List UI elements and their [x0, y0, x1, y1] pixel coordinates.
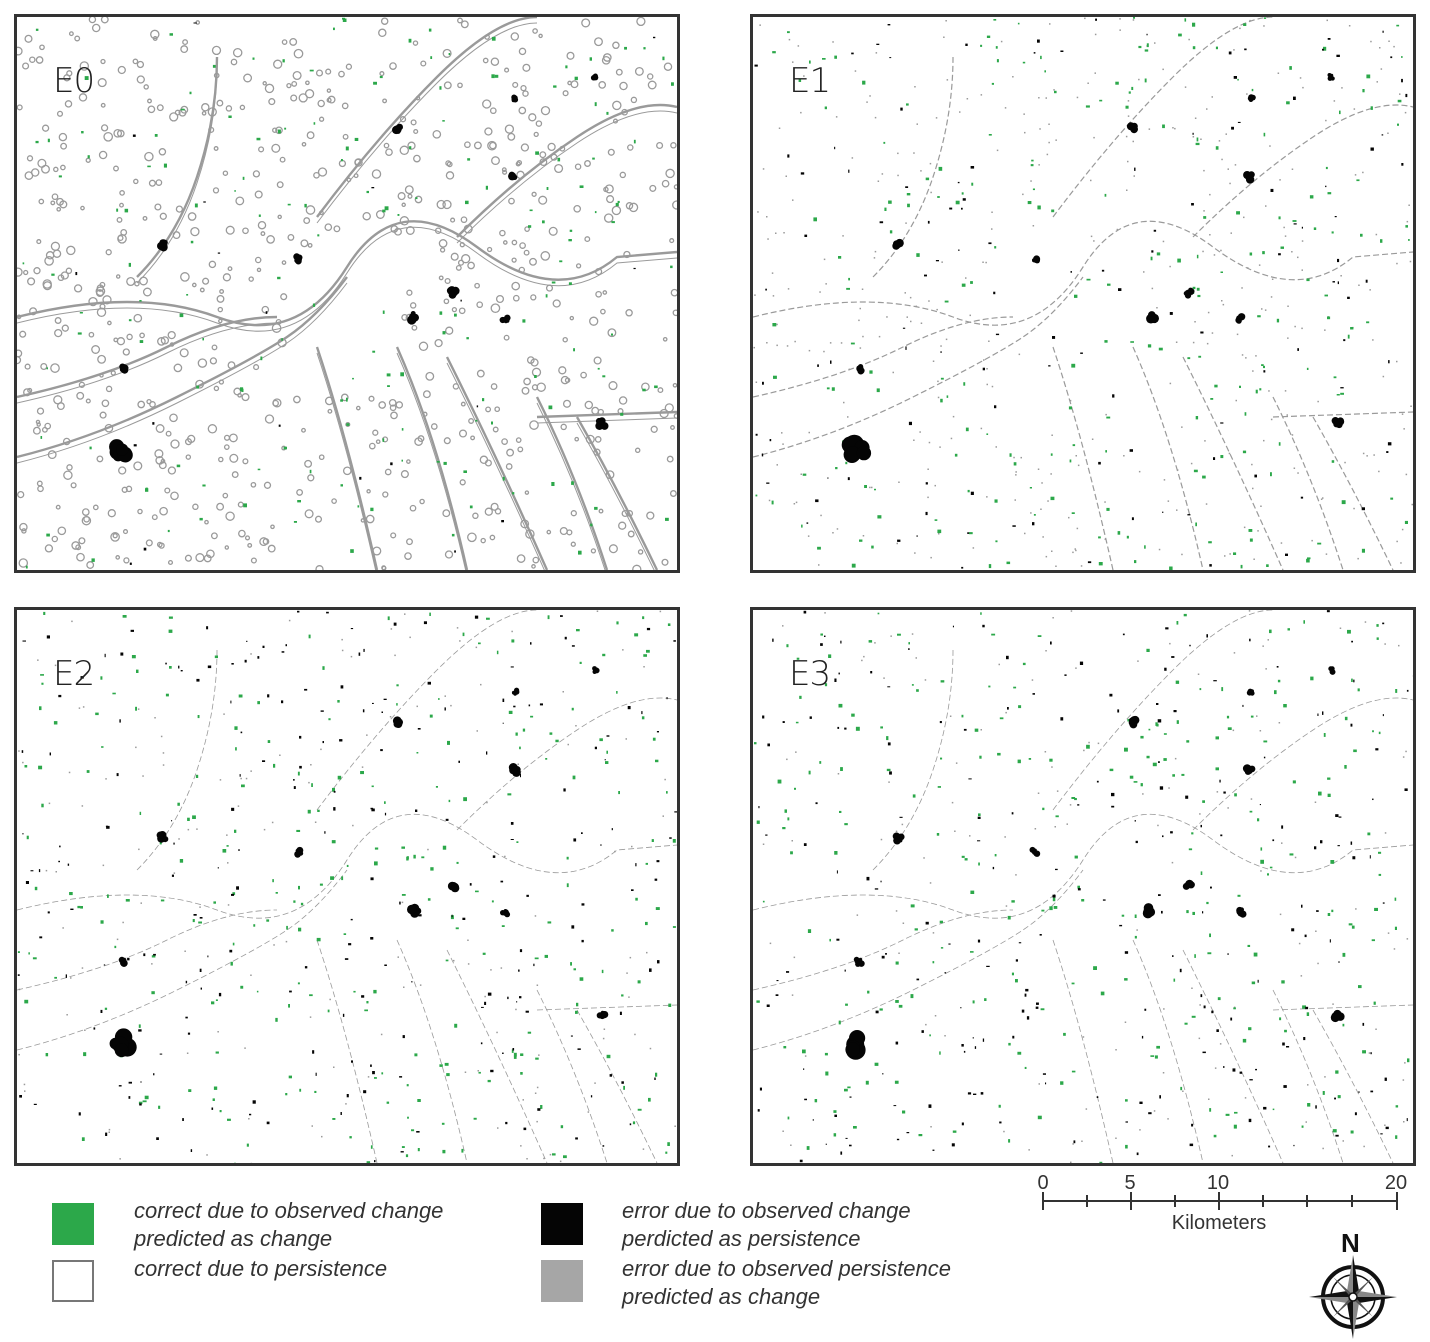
scale-unit-label: Kilometers	[1171, 1212, 1267, 1234]
legend-swatch-correct-persistence	[52, 1260, 94, 1302]
scale-bar-graphic	[1042, 1192, 1398, 1210]
panel-label-e1: E1	[789, 61, 831, 101]
map-canvas-e1	[753, 17, 1413, 570]
legend-text-correct-persistence: correct due to persistence	[134, 1255, 387, 1283]
legend-line: error due to observed persistence	[622, 1256, 951, 1281]
map-panel-e1: E1	[750, 14, 1416, 573]
legend-line: correct due to observed change	[134, 1198, 444, 1223]
map-canvas-e2	[17, 610, 677, 1163]
legend-text-error-persistence: error due to observed persistence predic…	[622, 1255, 951, 1311]
legend-line: predicted as change	[134, 1226, 333, 1251]
scale-tick-10: 10	[1206, 1172, 1230, 1194]
compass-rose-icon	[1309, 1255, 1397, 1339]
legend-text-error-change: error due to observed change perdicted a…	[622, 1197, 911, 1253]
scale-tick-0: 0	[1037, 1172, 1049, 1194]
map-panel-e3: E3	[750, 607, 1416, 1166]
north-letter: N	[1341, 1228, 1360, 1258]
scale-tick-20: 20	[1384, 1172, 1408, 1194]
map-canvas-e3	[753, 610, 1413, 1163]
panel-label-e0: E0	[53, 61, 95, 101]
legend-line: correct due to persistence	[134, 1256, 388, 1281]
legend-swatch-error-persistence	[541, 1260, 583, 1302]
map-panel-e2: E2	[14, 607, 680, 1166]
legend-text-correct-change: correct due to observed change predicted…	[134, 1197, 443, 1253]
legend-line: predicted as change	[622, 1284, 821, 1309]
map-panel-e0: E0	[14, 14, 680, 573]
legend-swatch-correct-change	[52, 1203, 94, 1245]
legend-line: error due to observed change	[622, 1198, 911, 1223]
scale-tick-5: 5	[1124, 1172, 1136, 1194]
panel-label-e3: E3	[789, 654, 831, 694]
map-canvas-e0	[17, 17, 677, 570]
legend-line: perdicted as persistence	[622, 1226, 861, 1251]
legend-swatch-error-change	[541, 1203, 583, 1245]
panel-label-e2: E2	[53, 654, 95, 694]
